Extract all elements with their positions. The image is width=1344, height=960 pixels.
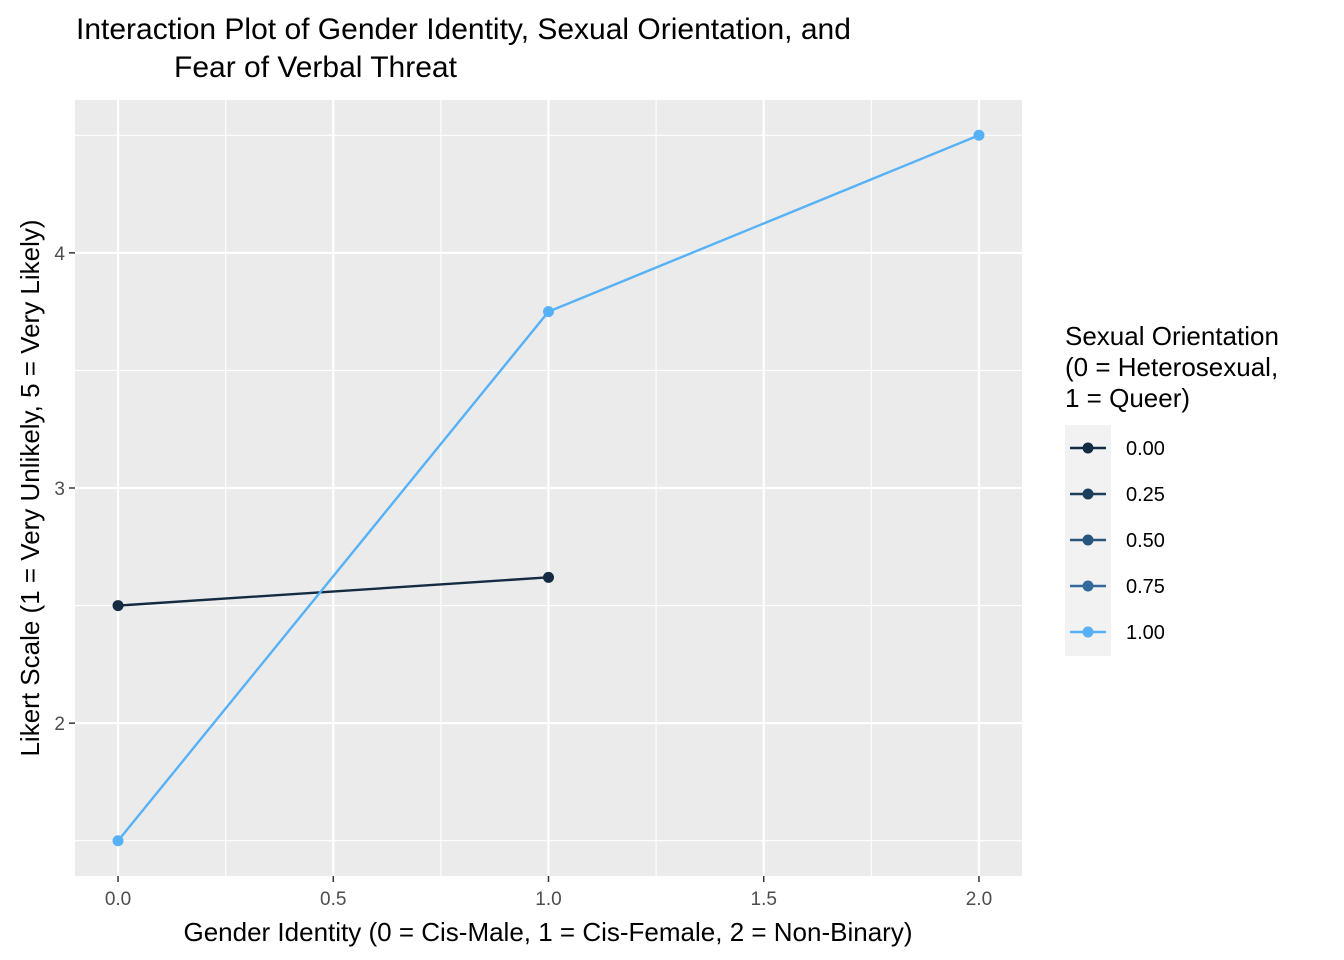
chart-title-line-2: Fear of Verbal Threat [174,51,458,84]
y-tick-label: 4 [54,244,65,265]
legend-key-point [1082,534,1094,546]
legend-title-line-1: Sexual Orientation [1065,321,1279,351]
legend-key-point [1082,626,1094,638]
y-axis-title: Likert Scale (1 = Very Unlikely, 5 = Ver… [15,219,45,756]
data-point-0.00 [112,600,124,612]
legend-title-line-3: 1 = Queer) [1065,383,1190,413]
legend-label: 0.75 [1126,576,1165,598]
x-tick-label: 0.0 [105,889,131,910]
data-point-0.00 [543,571,554,583]
legend-key-point [1082,580,1094,592]
data-point-1.00 [543,306,554,318]
x-tick-label: 2.0 [966,889,992,910]
x-axis-ticks: 0.0 0.5 1.0 1.5 2.0 [105,876,992,910]
series-line-0.00 [117,576,549,607]
legend-label: 0.50 [1126,530,1165,552]
legend-label: 1.00 [1126,622,1165,644]
data-point-1.00 [112,835,124,847]
legend-key-point [1082,442,1094,454]
legend-label: 0.00 [1126,438,1165,460]
x-tick-label: 1.0 [535,889,561,910]
data-point-1.00 [973,129,985,141]
legend: Sexual Orientation (0 = Heterosexual, 1 … [1065,321,1279,656]
chart-title-line-1: Interaction Plot of Gender Identity, Sex… [76,13,851,46]
legend-label: 0.25 [1126,484,1165,506]
x-axis-title: Gender Identity (0 = Cis-Male, 1 = Cis-F… [183,917,912,947]
legend-title-line-2: (0 = Heterosexual, [1065,352,1278,382]
x-tick-label: 1.5 [751,889,777,910]
y-tick-label: 3 [54,479,65,500]
x-tick-label: 0.5 [320,889,346,910]
legend-key-point [1082,488,1094,500]
y-axis-ticks: 2 3 4 [54,244,75,735]
series-layer [112,129,985,847]
major-gridlines [75,100,1022,876]
y-tick-label: 2 [54,714,65,735]
chart-title: Interaction Plot of Gender Identity, Sex… [76,13,851,84]
legend-entries: 0.00 0.25 0.50 0.75 1.00 [1070,438,1165,644]
